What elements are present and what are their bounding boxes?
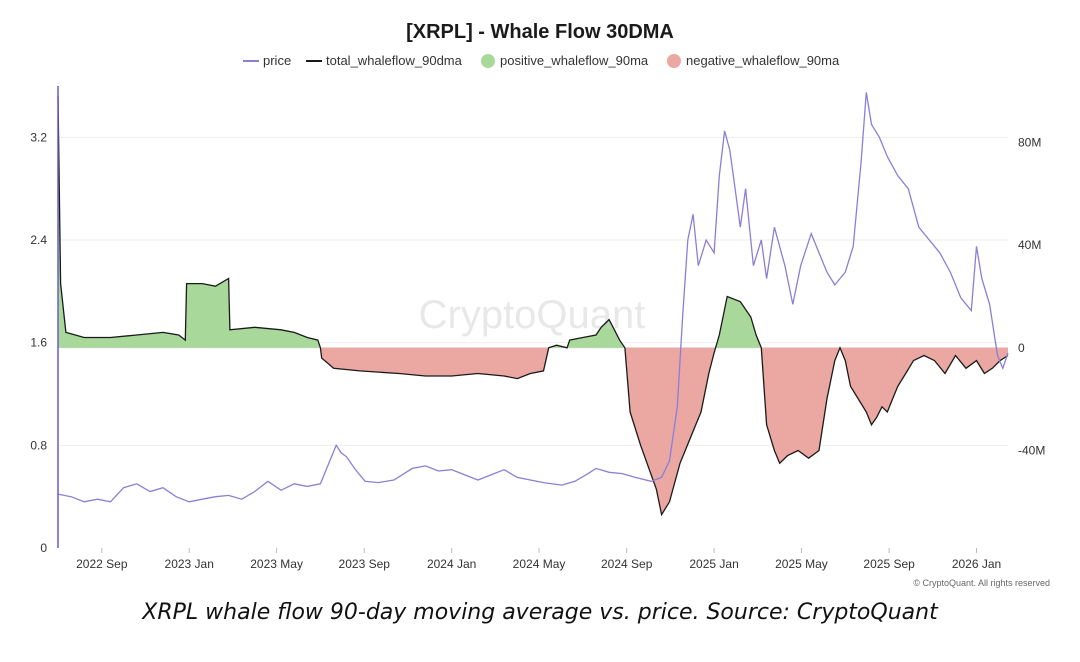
x-tick-7: 2025 Jan [689, 557, 738, 571]
y-right-tick-0: 80M [1018, 135, 1041, 149]
legend-label-negative: negative_whaleflow_90ma [686, 53, 840, 68]
x-tick-8: 2025 May [775, 557, 828, 571]
positive-whaleflow-area-4 [715, 296, 762, 348]
y-left-tick-4: 3.2 [30, 130, 47, 144]
positive-whaleflow-area-0 [58, 96, 321, 348]
price-line [57, 92, 1009, 503]
x-tick-5: 2024 May [513, 557, 566, 571]
y-left-tick-0: 0 [40, 541, 47, 555]
x-tick-3: 2023 Sep [339, 557, 391, 571]
figure-caption: XRPL whale flow 90-day moving average vs… [142, 600, 938, 625]
legend-label-total: total_whaleflow_90dma [326, 53, 463, 68]
y-left-tick-1: 0.8 [30, 438, 47, 452]
x-tick-10: 2026 Jan [952, 557, 1001, 571]
watermark: CryptoQuant [419, 293, 646, 337]
negative-whaleflow-area-7 [840, 347, 1008, 425]
y-right-tick-1: 40M [1018, 238, 1041, 252]
y-left-tick-3: 2.4 [30, 233, 47, 247]
series-lines [57, 92, 1009, 517]
total-whaleflow-line [57, 96, 1009, 517]
tick-labels: 0 0.8 1.6 2.4 3.2 80M 40M 0 -40M 2022 Sep 2023 Jan… [30, 130, 1045, 571]
x-tick-2: 2023 May [250, 557, 303, 571]
negative-whaleflow-area-3 [624, 347, 716, 515]
x-tick-4: 2024 Jan [427, 557, 476, 571]
legend: price total_whaleflow_90dma positive_wha… [243, 53, 840, 68]
copyright-note: © CryptoQuant. All rights reserved [913, 578, 1050, 588]
x-tick-9: 2025 Sep [863, 557, 915, 571]
y-right-tick-3: -40M [1018, 443, 1045, 457]
legend-label-price: price [263, 53, 291, 68]
x-tick-1: 2023 Jan [165, 557, 214, 571]
y-right-tick-2: 0 [1018, 341, 1025, 355]
positive-whaleflow-area-2 [548, 319, 625, 348]
x-tick-0: 2022 Sep [76, 557, 128, 571]
x-tick-6: 2024 Sep [601, 557, 653, 571]
negative-whaleflow-area-1 [320, 347, 549, 379]
legend-label-positive: positive_whaleflow_90ma [500, 53, 649, 68]
legend-marker-negative [667, 54, 681, 68]
y-left-tick-2: 1.6 [30, 336, 47, 350]
legend-marker-positive [481, 54, 495, 68]
chart-title: [XRPL] - Whale Flow 30DMA [406, 21, 674, 43]
negative-whaleflow-area-5 [761, 347, 840, 464]
whaleflow-areas [58, 96, 1008, 515]
